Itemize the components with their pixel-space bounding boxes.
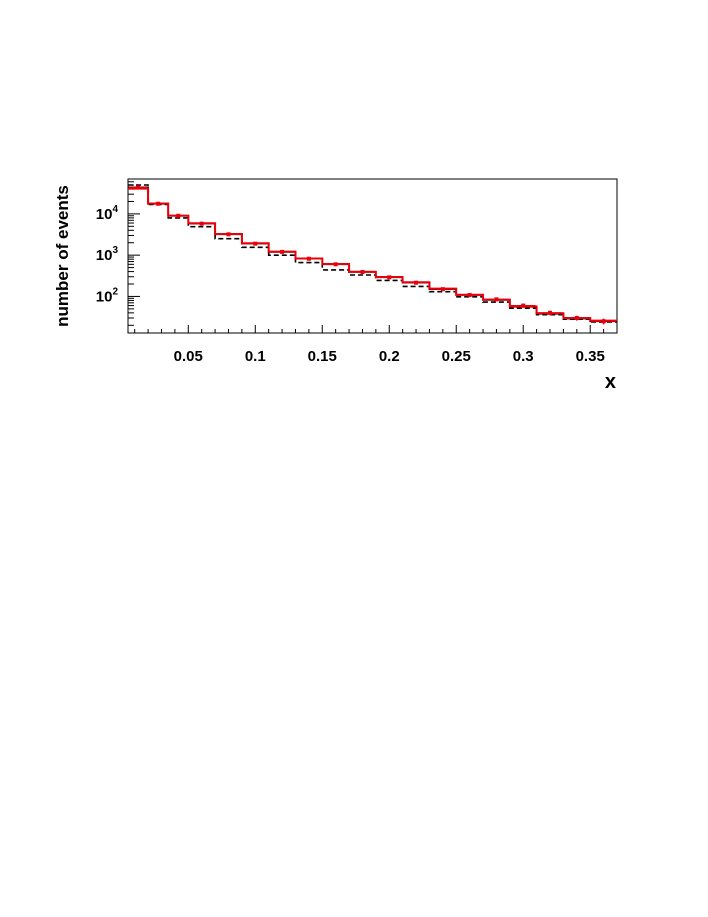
data-point-marker (199, 221, 204, 226)
data-point-marker (548, 310, 553, 315)
y-tick-label-exponent: 3 (112, 245, 118, 256)
data-point-marker (306, 256, 311, 261)
x-tick-label: 0.15 (308, 348, 337, 365)
y-tick-label-base: 10 (96, 288, 113, 305)
data-point-marker (414, 280, 419, 285)
data-point-marker (360, 270, 365, 275)
y-tick-label-exponent: 2 (112, 286, 118, 297)
y-tick-label-base: 10 (96, 247, 113, 264)
data-point-marker (280, 249, 285, 254)
y-tick-label-base: 10 (96, 206, 113, 223)
data-point-marker (333, 262, 338, 267)
y-tick-label: 102 (96, 286, 119, 305)
x-tick-label: 0.25 (442, 348, 471, 365)
x-tick-label: 0.05 (174, 348, 203, 365)
x-axis-title: x (605, 371, 616, 393)
data-point-marker (176, 213, 181, 218)
data-point-marker (136, 185, 141, 190)
y-axis-title: number of events (53, 185, 72, 327)
data-point-marker (440, 287, 445, 292)
x-tick-label: 0.35 (576, 348, 605, 365)
y-minor-ticks (128, 178, 140, 326)
data-point-marker (494, 297, 499, 302)
data-point-marker (601, 319, 606, 324)
y-tick-label: 104 (96, 204, 119, 223)
data-point-marker (253, 241, 258, 246)
data-point-marker (156, 201, 161, 206)
x-tick-label: 0.1 (245, 348, 266, 365)
data-point-marker (387, 275, 392, 280)
x-tick-label: 0.3 (513, 348, 534, 365)
data-point-marker (574, 316, 579, 321)
plot-frame (127, 178, 618, 334)
series-layer (128, 184, 617, 323)
data-point-marker (467, 293, 472, 298)
y-tick-label: 103 (96, 245, 119, 264)
x-tick-label: 0.2 (379, 348, 400, 365)
histogram-series-red-step-with-error-bars (128, 187, 617, 322)
histogram-series-black-dashed-step (128, 184, 617, 323)
data-points-layer (129, 185, 616, 325)
data-point-marker (226, 232, 231, 237)
y-tick-label-exponent: 4 (112, 204, 118, 215)
data-point-marker (521, 303, 526, 308)
x-ticks: 0.05 0.1 0.15 0.2 0.25 0.3 0.35 (134, 325, 605, 365)
histogram-series-black-solid-step (128, 186, 617, 323)
